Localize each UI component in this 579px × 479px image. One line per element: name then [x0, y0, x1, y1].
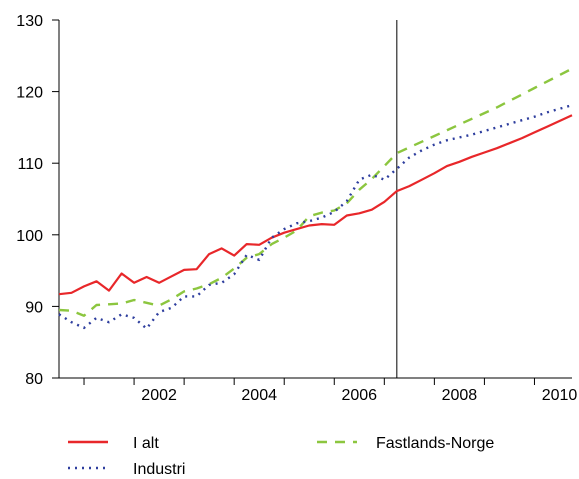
y-tick-label: 130 [16, 13, 43, 30]
x-tick-label: 2006 [341, 387, 377, 404]
series-layer [58, 67, 573, 330]
y-tick-label: 80 [25, 371, 43, 388]
x-axis-ticks: 2002 2004 2006 2008 2010 [83, 378, 578, 404]
series-line-industri [58, 104, 573, 330]
y-tick-label: 90 [25, 299, 43, 316]
legend-item-industri: Industri [68, 461, 185, 478]
legend-label-i-alt: I alt [133, 435, 159, 452]
x-tick-label: 2002 [141, 387, 177, 404]
legend-item-i-alt: I alt [68, 435, 159, 452]
plot-area: 80 90 100 110 120 130 2002 2004 2006 2008 2010 [16, 13, 577, 404]
y-tick-label: 110 [17, 156, 43, 173]
x-tick-label: 2010 [542, 387, 578, 404]
y-tick-label: 100 [16, 228, 43, 245]
legend: I alt Fastlands-Norge Industri [68, 435, 494, 478]
legend-label-industri: Industri [133, 461, 185, 478]
legend-item-fastlands-norge: Fastlands-Norge [317, 435, 494, 452]
series-line-fastlands-norge [58, 67, 573, 317]
x-tick-label: 2004 [241, 387, 277, 404]
legend-label-fastlands-norge: Fastlands-Norge [376, 435, 494, 452]
y-axis-ticks: 80 90 100 110 120 130 [16, 13, 59, 388]
series-line-i-alt [58, 114, 573, 296]
y-tick-label: 120 [16, 85, 43, 102]
x-tick-label: 2008 [442, 387, 478, 404]
